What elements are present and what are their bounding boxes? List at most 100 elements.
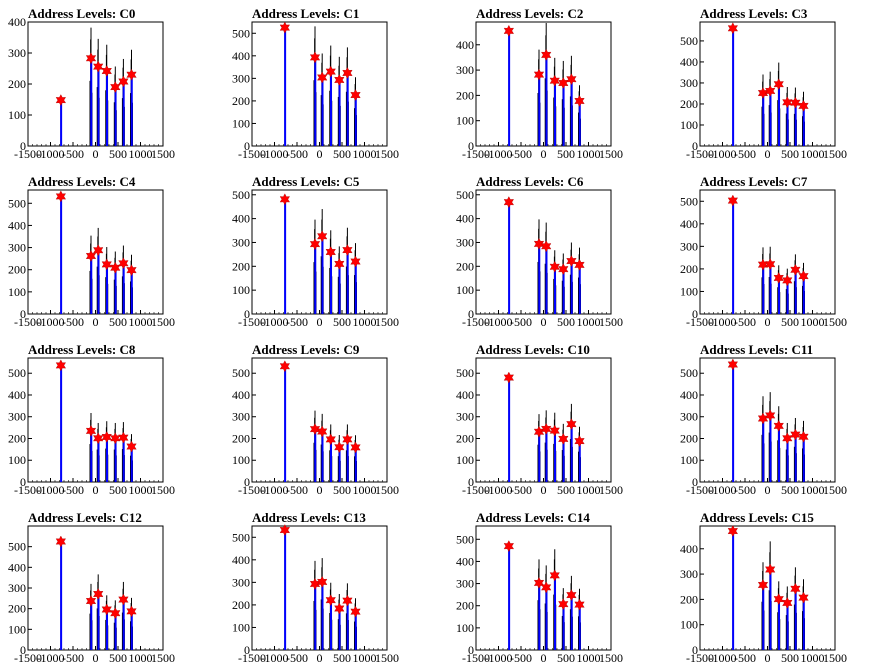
- level-marker: [574, 598, 585, 611]
- x-tick-label: 0: [317, 147, 323, 161]
- level-marker: [55, 190, 66, 203]
- x-tick-label: -500: [286, 315, 308, 329]
- y-tick-label: 300: [8, 410, 26, 424]
- level-marker: [110, 607, 121, 620]
- plot-frame: [251, 21, 388, 147]
- y-tick-label: 200: [8, 431, 26, 445]
- x-tick-label: 0: [317, 483, 323, 497]
- panel-title: Address Levels: C4: [28, 174, 136, 189]
- level-marker: [541, 48, 552, 61]
- panel-c9: Address Levels: C9 -1500 -1000 -500 0 500 1000…: [224, 336, 448, 504]
- level-marker: [782, 432, 793, 445]
- plot-frame: [251, 525, 388, 651]
- panel-c14: Address Levels: C14 -1500 -1000 -500 0 500 100…: [448, 504, 672, 672]
- level-marker: [279, 193, 290, 206]
- x-tick-label: 0: [93, 483, 99, 497]
- x-tick-label: -500: [510, 147, 532, 161]
- y-tick-label: 500: [232, 188, 250, 202]
- y-tick-label: 500: [680, 366, 698, 380]
- level-marker: [101, 258, 112, 271]
- y-tick-label: 300: [680, 76, 698, 90]
- y-tick-label: 300: [680, 239, 698, 253]
- y-tick-label: 100: [456, 283, 474, 297]
- y-tick-label: 100: [680, 618, 698, 632]
- chart-svg: Address Levels: C13-1500-1000-500 0 500 100…: [232, 510, 399, 665]
- level-marker: [309, 423, 321, 436]
- level-marker: [566, 255, 577, 267]
- x-tick-label: -500: [286, 147, 308, 161]
- panel-title: Address Levels: C6: [476, 174, 584, 189]
- level-marker: [118, 257, 129, 270]
- level-marker: [541, 581, 552, 594]
- level-marker: [566, 73, 577, 86]
- x-tick-label: -1500: [238, 651, 266, 665]
- y-tick-label: 200: [8, 263, 26, 277]
- y-tick-label: 100: [456, 114, 474, 128]
- level-marker: [790, 96, 801, 109]
- y-tick-label: 400: [680, 217, 698, 231]
- y-tick-label: 400: [8, 218, 26, 232]
- plot-frame: [27, 21, 164, 147]
- x-tick-label: -1500: [462, 651, 490, 665]
- level-marker: [790, 263, 801, 276]
- x-tick-label: -1500: [14, 651, 42, 665]
- panel-title: Address Levels: C10: [476, 342, 590, 357]
- x-tick-label: 1500: [151, 651, 175, 665]
- x-tick-label: 1000: [577, 483, 601, 497]
- level-marker: [334, 441, 345, 454]
- y-tick-label: 0: [20, 475, 26, 489]
- panel-title: Address Levels: C14: [476, 510, 590, 525]
- y-tick-label: 0: [468, 139, 474, 153]
- y-tick-label: 0: [244, 307, 250, 321]
- chart-svg: Address Levels: C0-1500-1000-500 0 500 1000…: [8, 6, 175, 161]
- x-tick-label: 1500: [375, 147, 399, 161]
- x-tick-label: -1500: [14, 147, 42, 161]
- x-tick-label: 500: [333, 651, 351, 665]
- panel-title: Address Levels: C7: [700, 174, 808, 189]
- y-tick-label: 0: [468, 643, 474, 657]
- level-marker: [773, 78, 784, 91]
- panel-c0: Address Levels: C0 -1500 -1000 -500 0 500 1000…: [0, 0, 224, 168]
- x-tick-label: -500: [734, 483, 756, 497]
- level-marker: [101, 603, 112, 616]
- x-tick-label: 500: [557, 483, 575, 497]
- x-tick-label: -500: [286, 651, 308, 665]
- y-tick-label: 100: [456, 453, 474, 467]
- level-marker: [782, 96, 793, 109]
- x-tick-label: -1500: [238, 483, 266, 497]
- y-tick-label: 400: [456, 388, 474, 402]
- x-tick-label: 1000: [353, 315, 377, 329]
- x-tick-label: -1000: [37, 483, 65, 497]
- panel-c8: Address Levels: C8 -1500 -1000 -500 0 500 1000…: [0, 336, 224, 504]
- level-marker: [85, 52, 97, 65]
- x-tick-label: 500: [109, 315, 127, 329]
- x-tick-label: 500: [557, 147, 575, 161]
- y-tick-label: 200: [680, 592, 698, 606]
- y-tick-label: 200: [680, 262, 698, 276]
- y-tick-label: 0: [692, 475, 698, 489]
- x-tick-label: 500: [333, 147, 351, 161]
- y-tick-label: 300: [680, 567, 698, 581]
- level-marker: [101, 65, 112, 77]
- level-marker: [549, 74, 560, 87]
- x-tick-label: 1500: [151, 483, 175, 497]
- level-marker: [55, 94, 66, 107]
- x-tick-label: -1500: [238, 315, 266, 329]
- x-tick-label: -1000: [485, 147, 513, 161]
- y-tick-label: 400: [232, 49, 250, 63]
- y-tick-label: 500: [232, 26, 250, 40]
- level-marker: [782, 274, 793, 287]
- y-tick-label: 500: [680, 34, 698, 48]
- x-tick-label: 1500: [823, 651, 847, 665]
- x-tick-label: 500: [109, 147, 127, 161]
- level-marker: [757, 258, 769, 271]
- level-marker: [342, 433, 353, 446]
- y-tick-label: 200: [232, 259, 250, 273]
- level-marker: [325, 65, 336, 78]
- x-tick-label: 1500: [375, 315, 399, 329]
- level-marker: [110, 81, 121, 94]
- x-tick-label: 1000: [129, 315, 153, 329]
- level-marker: [279, 524, 290, 536]
- level-marker: [101, 431, 112, 443]
